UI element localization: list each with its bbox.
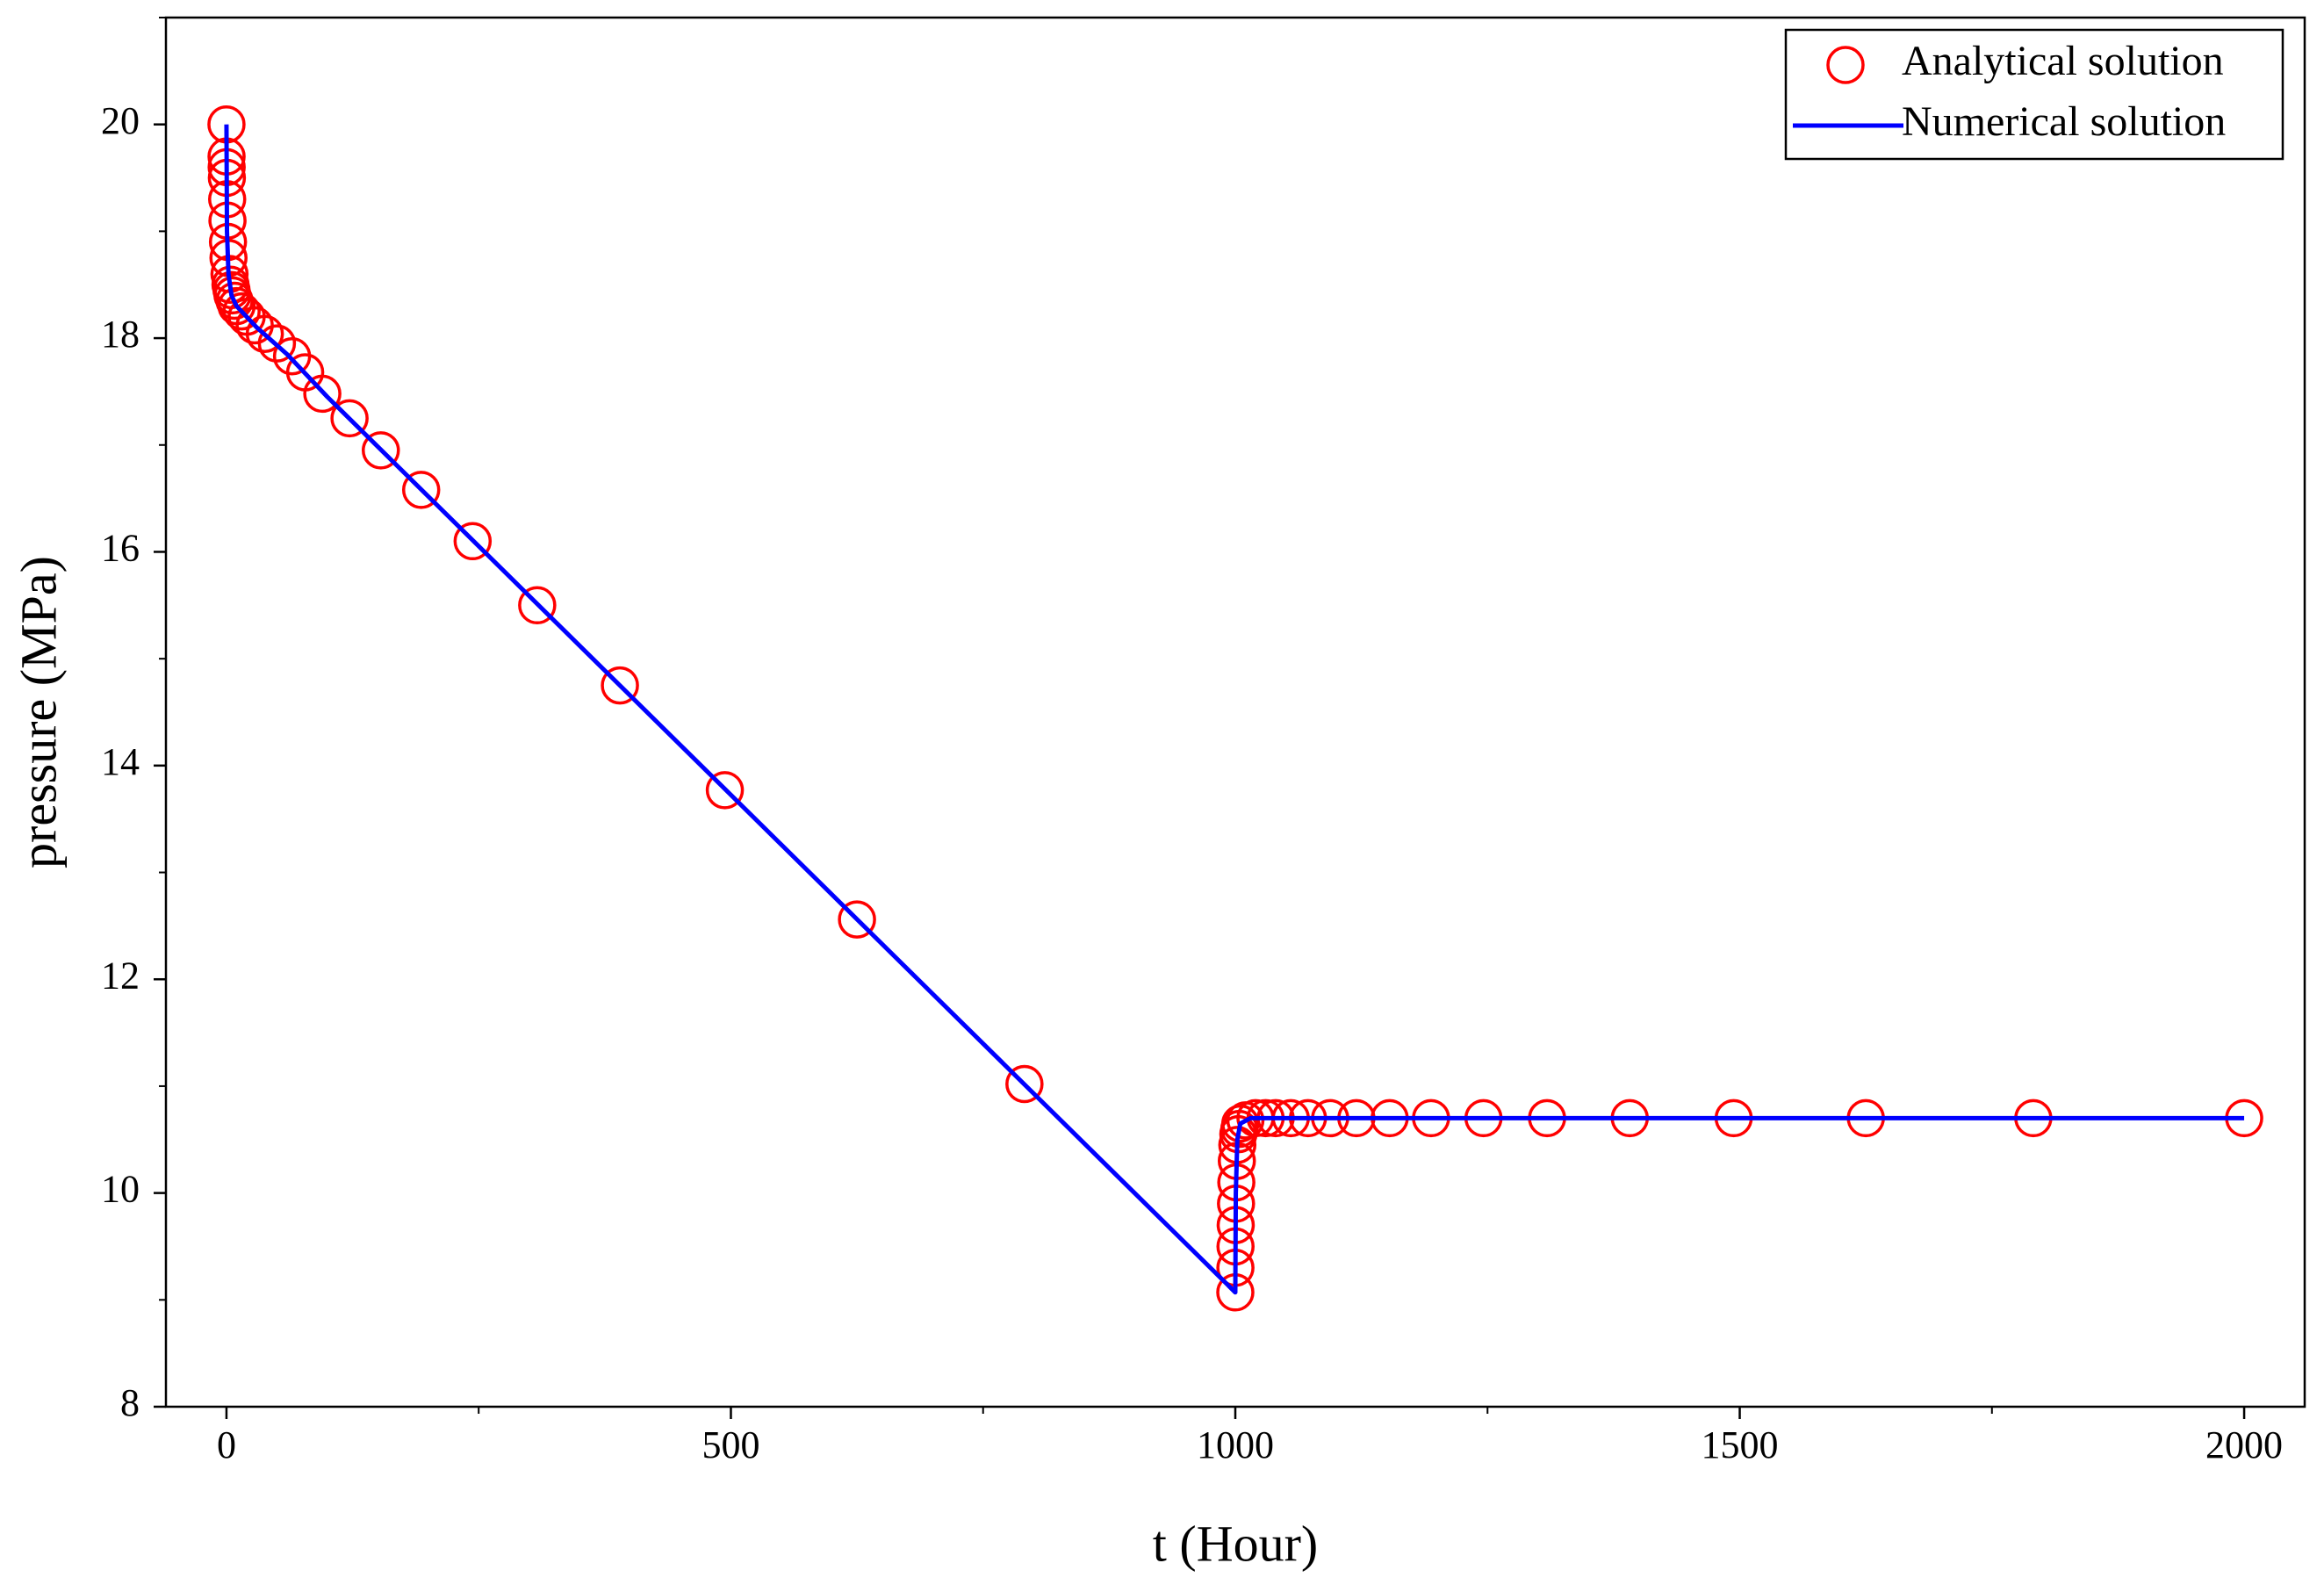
y-tick-label: 20 bbox=[101, 99, 140, 142]
x-tick-label: 1500 bbox=[1702, 1423, 1779, 1466]
data-point bbox=[705, 771, 745, 810]
data-point bbox=[245, 314, 284, 353]
y-tick-label: 12 bbox=[101, 954, 140, 997]
x-tick-label: 0 bbox=[217, 1423, 236, 1466]
data-point bbox=[518, 586, 557, 625]
x-tick-label: 2000 bbox=[2205, 1423, 2283, 1466]
data-point bbox=[361, 431, 400, 470]
y-tick-label: 16 bbox=[101, 527, 140, 570]
x-tick-label: 500 bbox=[702, 1423, 759, 1466]
legend-marker bbox=[1826, 46, 1865, 84]
data-point bbox=[1005, 1064, 1044, 1104]
y-tick-label: 8 bbox=[120, 1381, 140, 1424]
data-line bbox=[224, 124, 2245, 1295]
x-tick-label: 1000 bbox=[1197, 1423, 1274, 1466]
data-point bbox=[453, 522, 493, 561]
data-point bbox=[330, 399, 369, 438]
data-point bbox=[601, 666, 639, 705]
data-point bbox=[401, 471, 441, 509]
data-point bbox=[257, 324, 297, 363]
y-tick-label: 18 bbox=[101, 313, 140, 356]
data-point bbox=[303, 374, 342, 414]
x-axis-label: t (Hour) bbox=[1153, 1515, 1318, 1572]
legend-label: Numerical solution bbox=[1902, 98, 2226, 145]
legend-label: Analytical solution bbox=[1902, 38, 2224, 84]
legend-box bbox=[1784, 28, 2284, 161]
y-tick-label: 14 bbox=[101, 740, 140, 783]
legend: Analytical solution Numerical solution bbox=[1784, 28, 2284, 161]
data-point bbox=[838, 900, 876, 939]
data-point bbox=[222, 292, 261, 331]
y-axis-label: pressure (MPa) bbox=[10, 556, 67, 868]
y-tick-label: 10 bbox=[101, 1168, 140, 1211]
